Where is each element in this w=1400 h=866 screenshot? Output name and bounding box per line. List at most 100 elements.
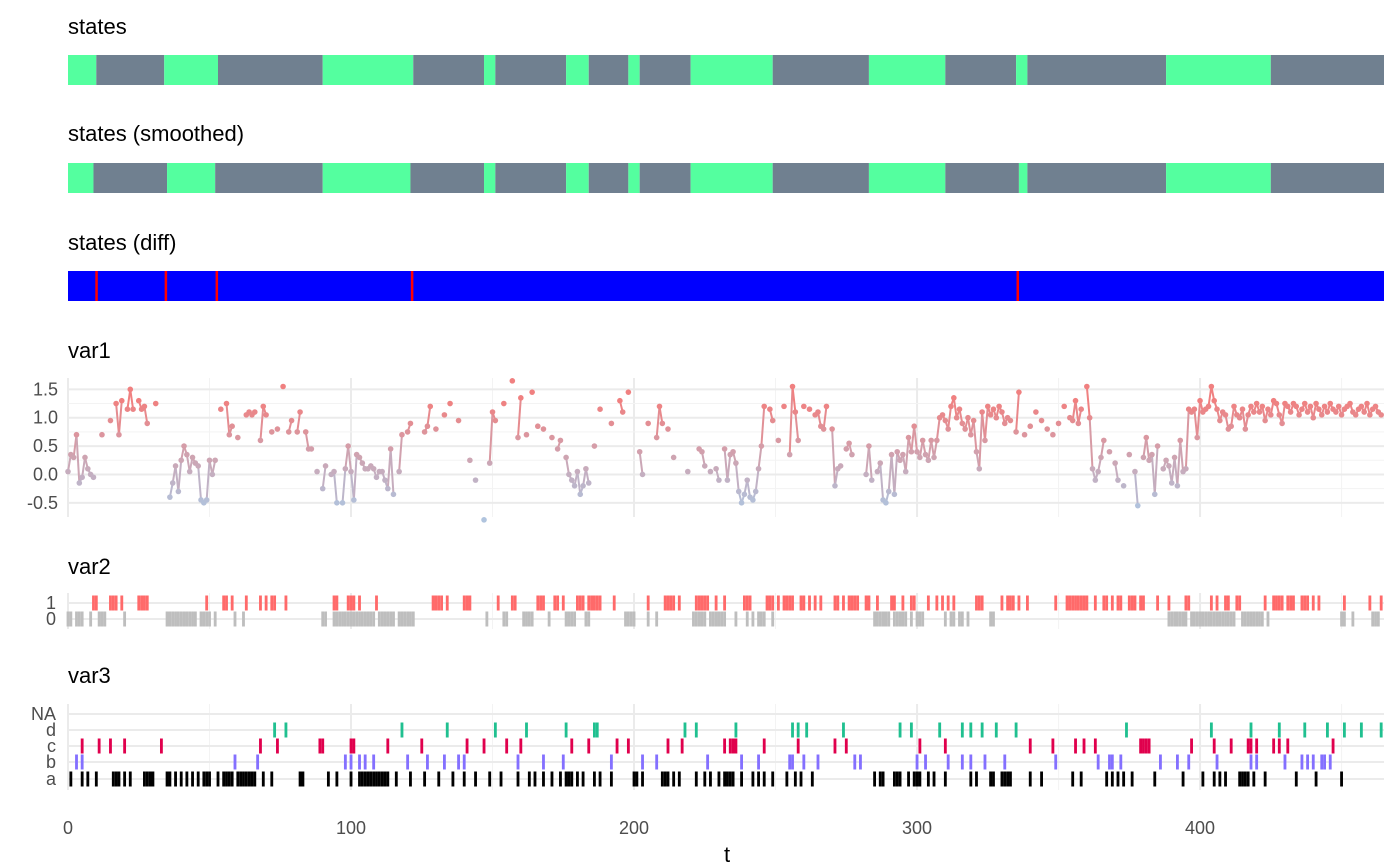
var3-tick-mark: [796, 722, 800, 738]
var2-tick-mark: [884, 611, 888, 627]
var1-line-segment: [143, 406, 149, 424]
var1-point: [577, 491, 584, 498]
var3-tick-mark: [918, 771, 922, 787]
var3-tick-mark: [352, 738, 356, 754]
var2-tick-mark: [595, 595, 599, 611]
var2-tick-mark: [375, 595, 378, 611]
var2-y-tick-label: 1: [46, 593, 56, 613]
var3-tick-mark: [595, 722, 599, 738]
var3-tick-mark: [253, 771, 257, 787]
var1-line-segment: [1145, 437, 1151, 461]
var2-tick-mark: [672, 595, 676, 611]
var1-point: [229, 423, 235, 430]
var1-point: [806, 406, 813, 413]
var2-tick-mark: [111, 595, 115, 611]
var1-point: [1276, 412, 1283, 418]
var1-line-segment: [185, 454, 191, 472]
var2-tick-mark: [1079, 595, 1083, 611]
var2-tick-mark: [335, 595, 339, 611]
var3-tick-mark: [1283, 754, 1287, 770]
state-segment: [215, 163, 323, 193]
var1-point: [152, 400, 159, 407]
var1-point: [1013, 429, 1019, 435]
var3-tick-mark: [844, 738, 848, 754]
state-segment: [322, 55, 414, 85]
var2-tick-mark: [92, 595, 95, 611]
var2-tick-mark: [386, 611, 390, 627]
var1-point: [911, 423, 918, 430]
var2-tick-mark: [612, 595, 616, 611]
state-segment: [639, 163, 691, 193]
var1-point: [786, 451, 793, 458]
var3-tick-mark: [734, 738, 738, 754]
var2-tick-mark: [711, 611, 715, 627]
var1-point: [574, 468, 581, 475]
var1-point: [1279, 420, 1285, 427]
var2-tick-mark: [1224, 611, 1227, 627]
var3-tick-mark: [626, 738, 630, 754]
var1-point: [1183, 465, 1189, 472]
var1-point: [639, 471, 646, 478]
var1-point: [625, 389, 632, 395]
var2-tick-mark: [513, 595, 517, 611]
state-segment: [68, 163, 94, 193]
var1-point: [925, 457, 932, 464]
var2-tick-mark: [366, 611, 370, 627]
var3-tick-mark: [946, 754, 950, 770]
var2-tick-mark: [943, 611, 947, 627]
var3-tick-mark: [570, 771, 574, 787]
var3-tick-mark: [833, 738, 837, 754]
var3-tick-mark: [363, 754, 367, 770]
var2-y-axis: 10: [46, 593, 56, 629]
var1-point: [900, 451, 906, 458]
var2-tick-mark: [1371, 611, 1375, 627]
var1-point: [866, 443, 872, 449]
var1-point: [744, 477, 751, 483]
var2-tick-mark: [1311, 595, 1315, 611]
var1-point: [874, 468, 881, 475]
var3-tick-mark: [909, 722, 913, 738]
var3-tick-mark: [462, 754, 466, 770]
var1-point: [1214, 406, 1220, 413]
var3-tick-mark: [1014, 722, 1018, 738]
var3-tick-mark: [663, 771, 667, 787]
var1-line-segment: [1085, 386, 1091, 418]
var2-tick-mark: [926, 595, 930, 611]
var1-point: [73, 431, 80, 438]
var3-tick-mark: [1342, 722, 1346, 738]
var1-point: [169, 480, 176, 486]
var1-point: [1095, 468, 1101, 475]
var1-line-segment: [904, 437, 910, 472]
var2-tick-mark: [1340, 611, 1343, 627]
var3-tick-mark: [1249, 738, 1253, 754]
state-segment: [167, 163, 216, 193]
var1-line-segment: [983, 406, 989, 441]
var1-line-segment: [927, 440, 933, 461]
state-segment: [484, 163, 496, 193]
var1-point: [1318, 412, 1325, 418]
var2-tick-mark: [1198, 611, 1202, 627]
var3-tick-mark: [980, 722, 984, 738]
var2-tick-mark: [468, 595, 472, 611]
var1-point: [481, 517, 487, 523]
var2-tick-mark: [363, 611, 367, 627]
var1-point: [334, 500, 340, 506]
var3-tick-mark: [898, 771, 902, 787]
var3-tick-mark: [363, 771, 367, 787]
var3-tick-mark: [1243, 771, 1247, 787]
var1-point: [1251, 409, 1257, 415]
var2-tick-mark: [66, 611, 70, 627]
var1-point: [399, 431, 405, 438]
var2-tick-mark: [663, 595, 667, 611]
var2-tick-mark: [624, 611, 627, 627]
var2-tick-mark: [377, 611, 381, 627]
var1-point: [1205, 403, 1212, 410]
var1-point: [928, 437, 934, 444]
var3-tick-mark: [109, 738, 112, 754]
var1-point: [433, 426, 439, 432]
var1-point: [738, 500, 745, 506]
var2-tick-mark: [273, 595, 277, 611]
state-segment: [93, 163, 168, 193]
var2-tick-mark: [1368, 595, 1372, 611]
var1-point: [1358, 403, 1365, 410]
